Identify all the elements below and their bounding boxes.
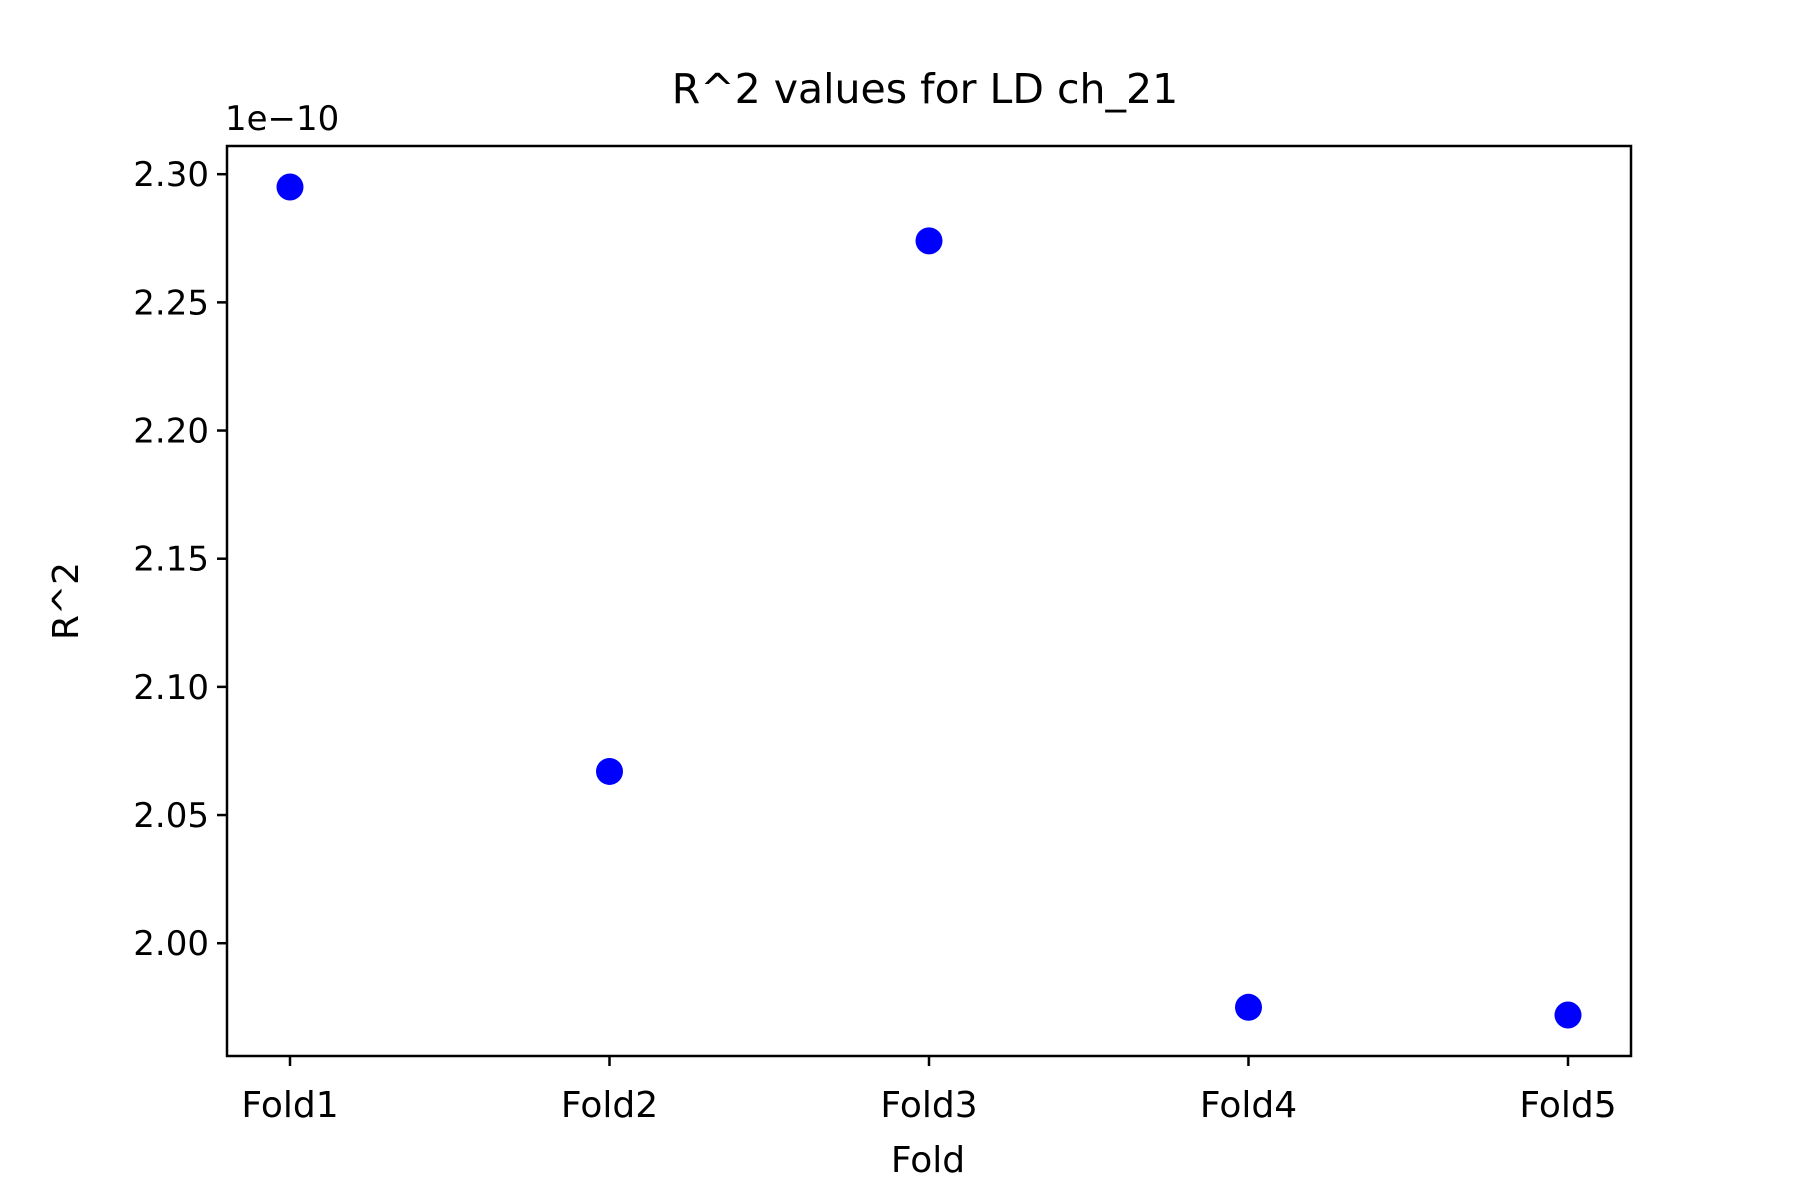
chart-title: R^2 values for LD ch_21 <box>672 65 1178 113</box>
x-tick-label: Fold5 <box>1519 1085 1616 1126</box>
x-axis-ticks: Fold1 Fold2 Fold3 Fold4 Fold5 <box>241 1056 1617 1126</box>
data-point <box>915 227 943 255</box>
x-tick-label: Fold4 <box>1200 1085 1297 1126</box>
x-tick-label: Fold2 <box>561 1085 658 1126</box>
plot-frame <box>225 144 1633 1058</box>
y-tick-label: 2.20 <box>133 412 209 452</box>
y-offset-label: 1e−10 <box>225 99 339 139</box>
data-point <box>596 757 623 785</box>
y-tick-label: 2.00 <box>133 924 209 964</box>
x-tick-label: Fold3 <box>880 1085 977 1126</box>
y-tick-label: 2.10 <box>133 668 209 708</box>
data-point <box>276 173 304 201</box>
x-axis-label: Fold <box>891 1140 965 1181</box>
y-tick-label: 2.05 <box>133 796 209 836</box>
data-point <box>1554 1001 1582 1029</box>
y-tick-label: 2.30 <box>133 155 209 195</box>
data-points <box>276 173 1582 1029</box>
y-tick-label: 2.15 <box>133 540 209 580</box>
y-axis-label: R^2 <box>46 562 87 640</box>
data-point <box>1235 993 1262 1021</box>
y-tick-label: 2.25 <box>133 283 209 323</box>
x-tick-label: Fold1 <box>241 1085 338 1126</box>
y-axis-ticks: 2.00 2.05 2.10 2.15 2.20 2.25 2.30 <box>133 155 227 964</box>
